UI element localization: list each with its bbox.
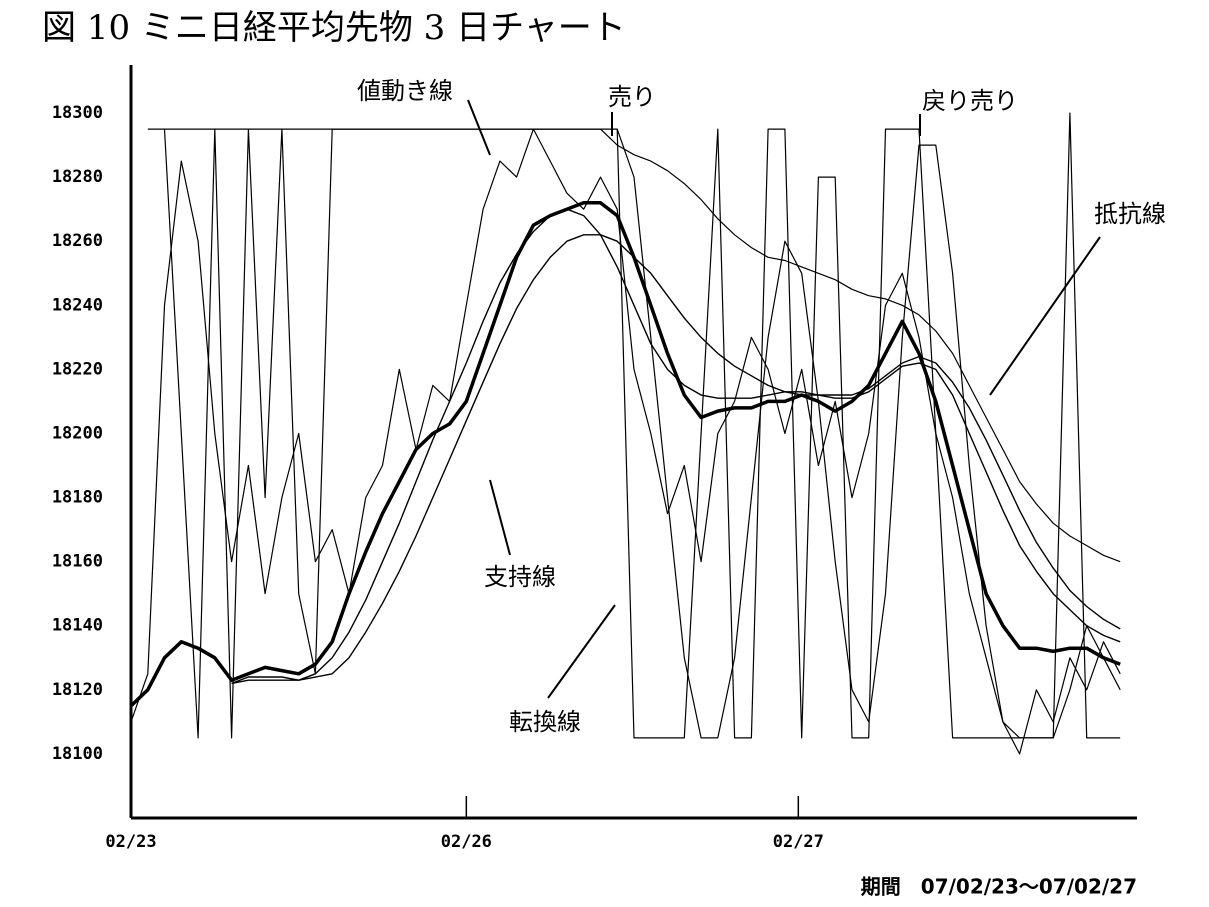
y-tick-label: 18200 [52, 423, 103, 443]
annotation-leader [989, 236, 1101, 396]
y-tick-label: 18240 [52, 295, 103, 315]
y-tick-label: 18300 [52, 103, 103, 123]
annotation: 値動き線 [357, 77, 453, 105]
annotation: 戻り売り [922, 87, 1018, 115]
annotation: 抵抗線 [1094, 200, 1166, 228]
series-line [231, 234, 1121, 685]
y-tick-label: 18120 [52, 680, 103, 700]
annotation-leader [467, 99, 491, 156]
y-tick-label: 18260 [52, 231, 103, 251]
chart-title: 図 10 ミニ日経平均先物 3 日チャート [42, 8, 626, 48]
y-tick-label: 18160 [52, 552, 103, 572]
series-line [129, 201, 1121, 708]
y-tick-label: 18100 [52, 744, 103, 764]
series-line [616, 128, 1121, 739]
x-tick-label: 02/26 [441, 832, 492, 852]
series-line [164, 128, 1121, 563]
series-line [130, 128, 1121, 755]
annotation: 売り [608, 83, 656, 111]
x-tick-label: 02/23 [105, 832, 156, 852]
annotation-leader [489, 479, 511, 556]
y-tick-label: 18140 [52, 616, 103, 636]
annotation-leader [547, 604, 616, 699]
annotation: 転換線 [509, 708, 581, 736]
annotation: 支持線 [484, 563, 556, 591]
footer: 期間 07/02/23～07/02/27 [861, 875, 1137, 899]
y-tick-label: 18220 [52, 359, 103, 379]
y-tick-label: 18180 [52, 488, 103, 508]
series-line [231, 208, 1121, 685]
y-tick-label: 18280 [52, 167, 103, 187]
x-tick-label: 02/27 [773, 832, 824, 852]
series-line [147, 112, 1121, 739]
